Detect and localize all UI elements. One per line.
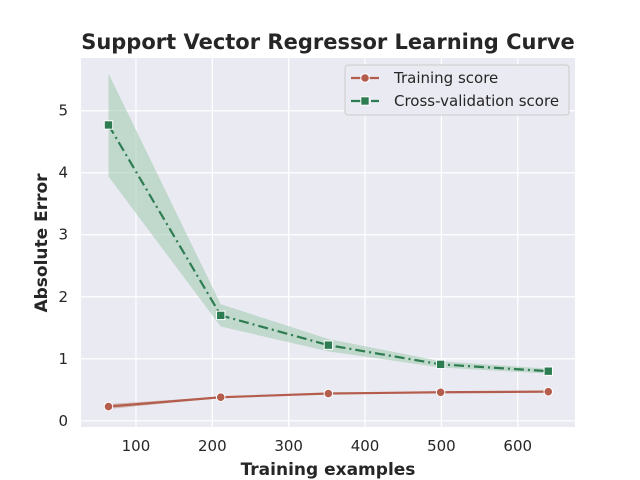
cross-validation-point xyxy=(323,340,334,350)
cross-validation-point xyxy=(216,310,226,321)
cross-validation-line xyxy=(107,124,549,373)
training-point xyxy=(215,392,226,403)
legend-box xyxy=(344,64,570,116)
grid-lines xyxy=(81,58,575,427)
legend-marker xyxy=(360,73,370,83)
x-tick-label: 600 xyxy=(503,437,532,455)
y-tick-labels: 0 1 2 3 4 5 xyxy=(58,102,68,430)
legend-label: Cross-validation score xyxy=(394,92,559,110)
x-axis-label: Training examples xyxy=(241,460,416,480)
training-point xyxy=(435,387,446,398)
y-axis-label: Absolute Error xyxy=(32,173,52,313)
y-tick-label: 3 xyxy=(58,226,68,244)
y-tick-label: 0 xyxy=(58,412,68,430)
series-markers xyxy=(103,120,554,412)
cross-validation-point xyxy=(543,366,553,376)
cross-validation-point xyxy=(435,359,446,370)
legend-label: Training score xyxy=(393,69,498,87)
legend: Training score Cross-validation score xyxy=(344,64,570,116)
x-tick-label: 200 xyxy=(198,437,227,455)
y-tick-label: 4 xyxy=(58,164,68,182)
chart-title: Support Vector Regressor Learning Curve xyxy=(81,30,575,54)
training-point xyxy=(543,386,554,397)
legend-marker xyxy=(360,96,370,106)
training-point xyxy=(323,388,334,399)
training-point xyxy=(103,401,114,412)
x-tick-label: 500 xyxy=(427,437,456,455)
x-tick-label: 100 xyxy=(122,437,151,455)
cross-validation-point xyxy=(103,120,114,130)
x-tick-labels: 100 200 300 400 500 600 xyxy=(122,437,532,455)
x-tick-label: 400 xyxy=(351,437,380,455)
y-tick-label: 1 xyxy=(58,350,68,368)
y-tick-label: 2 xyxy=(58,288,68,306)
y-tick-label: 5 xyxy=(58,102,68,120)
x-tick-label: 300 xyxy=(274,437,303,455)
